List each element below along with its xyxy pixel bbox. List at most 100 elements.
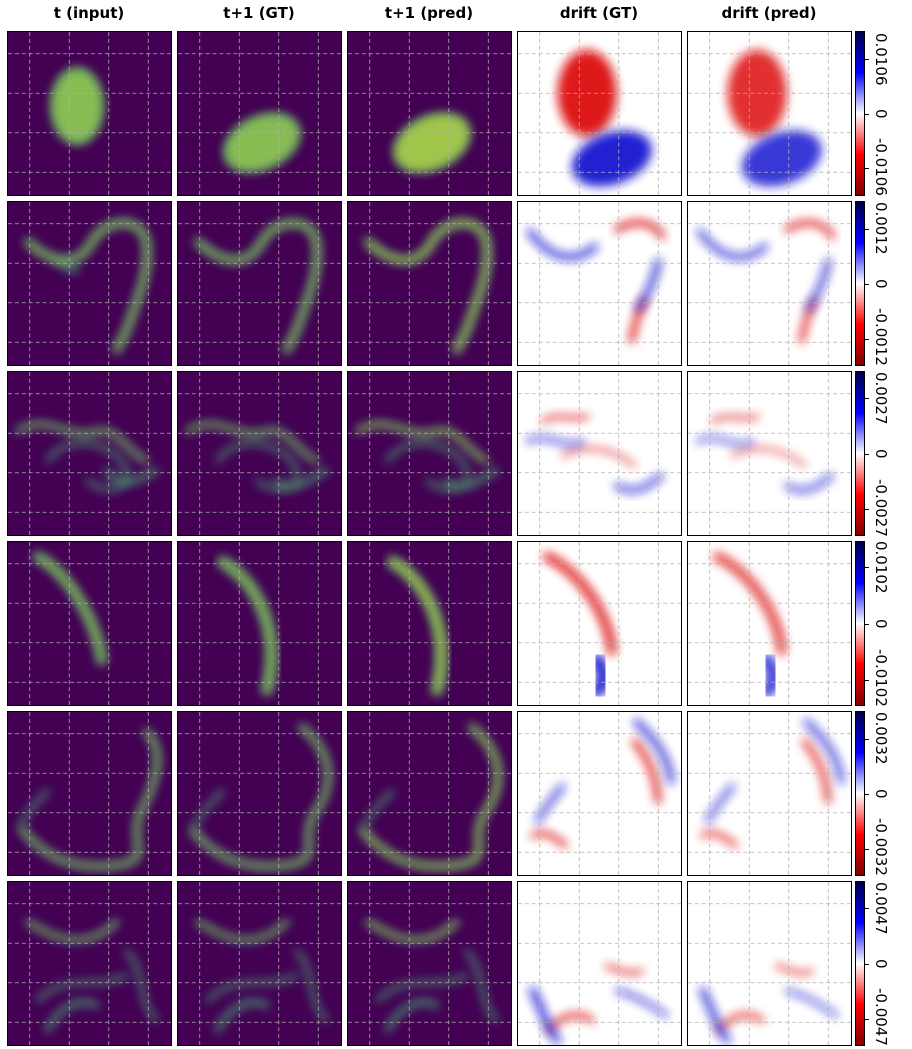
- heatmap-panel: [7, 711, 172, 876]
- colorbar-tick: [864, 623, 869, 625]
- heatmap-svg: [178, 712, 341, 875]
- colorbar-tick-label: -0.0012: [872, 308, 890, 366]
- colorbar-tick-label: 0.0106: [872, 32, 890, 86]
- heatmap-panel: [517, 201, 682, 366]
- heatmap-svg: [688, 712, 851, 875]
- colorbar-tick: [864, 848, 869, 850]
- heatmap-svg: [518, 542, 681, 705]
- heatmap-panel: [7, 881, 172, 1046]
- heatmap-svg: [348, 202, 511, 365]
- heatmap-panel: [687, 881, 852, 1046]
- colorbar-tick-label: -0.0032: [872, 818, 890, 876]
- colorbar-tick: [864, 58, 869, 60]
- heatmap-svg: [688, 542, 851, 705]
- heatmap-svg: [518, 372, 681, 535]
- heatmap-panel: [687, 541, 852, 706]
- heatmap-svg: [178, 372, 341, 535]
- colorbar-tick: [864, 738, 869, 740]
- colorbar-tick-label: 0.0012: [872, 202, 890, 255]
- colorbar-tick-label: 0.0047: [872, 882, 890, 935]
- heatmap-panel: [347, 201, 512, 366]
- heatmap-svg: [348, 712, 511, 875]
- heatmap-panel: [347, 881, 512, 1046]
- heatmap-panel: [687, 371, 852, 536]
- colorbar-tick-label: -0.0047: [872, 988, 890, 1047]
- heatmap-panel: [687, 711, 852, 876]
- heatmap-svg: [8, 882, 171, 1045]
- heatmap-svg: [348, 882, 511, 1045]
- colorbar-tick: [864, 228, 869, 230]
- heatmap-svg: [348, 542, 511, 705]
- column-header: t (input): [53, 4, 125, 22]
- heatmap-panel: [177, 711, 342, 876]
- heatmap-svg: [8, 202, 171, 365]
- colorbar-tick-label: 0.0102: [872, 541, 890, 594]
- heatmap-panel: [517, 371, 682, 536]
- colorbar-tick-label: 0: [872, 449, 890, 459]
- colorbar-tick: [864, 338, 869, 340]
- colorbar-tick: [864, 283, 869, 285]
- column-header: drift (GT): [559, 4, 639, 22]
- colorbar-tick-label: -0.0106: [872, 137, 890, 196]
- colorbar-tick: [864, 113, 869, 115]
- heatmap-panel: [347, 31, 512, 196]
- heatmap-panel: [347, 711, 512, 876]
- colorbar-tick-label: 0.0032: [872, 712, 890, 765]
- heatmap-svg: [8, 372, 171, 535]
- heatmap-panel: [517, 711, 682, 876]
- colorbar-tick-label: -0.0027: [872, 478, 890, 537]
- heatmap-svg: [178, 32, 341, 195]
- colorbar-tick: [864, 397, 869, 399]
- colorbar-tick: [864, 453, 869, 455]
- heatmap-panel: [7, 541, 172, 706]
- heatmap-svg: [8, 542, 171, 705]
- heatmap-svg: [518, 202, 681, 365]
- heatmap-panel: [7, 201, 172, 366]
- colorbar-tick-label: 0: [872, 959, 890, 969]
- heatmap-svg: [518, 882, 681, 1045]
- colorbar-tick: [864, 908, 869, 910]
- heatmap-panel: [177, 201, 342, 366]
- colorbar-tick: [864, 567, 869, 569]
- heatmap-panel: [347, 371, 512, 536]
- colorbar-tick: [864, 963, 869, 965]
- heatmap-svg: [178, 542, 341, 705]
- heatmap-svg: [178, 202, 341, 365]
- colorbar-tick: [864, 793, 869, 795]
- heatmap-panel: [347, 541, 512, 706]
- column-header: t+1 (pred): [384, 4, 474, 22]
- heatmap-panel: [177, 541, 342, 706]
- heatmap-svg: [688, 882, 851, 1045]
- heatmap-panel: [177, 31, 342, 196]
- heatmap-svg: [688, 32, 851, 195]
- heatmap-panel: [177, 881, 342, 1046]
- heatmap-svg: [688, 202, 851, 365]
- heatmap-svg: [8, 32, 171, 195]
- colorbar-tick: [864, 1018, 869, 1020]
- heatmap-panel: [687, 201, 852, 366]
- heatmap-svg: [348, 372, 511, 535]
- heatmap-panel: [517, 31, 682, 196]
- heatmap-panel: [517, 881, 682, 1046]
- colorbar-tick-label: 0: [872, 279, 890, 289]
- colorbar-tick-label: 0: [872, 789, 890, 799]
- heatmap-panel: [7, 371, 172, 536]
- heatmap-svg: [348, 32, 511, 195]
- colorbar-tick-label: 0: [872, 109, 890, 119]
- colorbar-tick-label: -0.0102: [872, 649, 890, 708]
- heatmap-svg: [518, 712, 681, 875]
- colorbar-tick: [864, 509, 869, 511]
- colorbar-tick: [864, 168, 869, 170]
- column-header: t+1 (GT): [223, 4, 295, 22]
- heatmap-panel: [7, 31, 172, 196]
- heatmap-svg: [688, 372, 851, 535]
- heatmap-panel: [177, 371, 342, 536]
- column-header: drift (pred): [721, 4, 817, 22]
- colorbar-tick-label: 0.0027: [872, 371, 890, 425]
- heatmap-svg: [518, 32, 681, 195]
- heatmap-svg: [8, 712, 171, 875]
- heatmap-panel: [687, 31, 852, 196]
- colorbar-tick-label: 0: [872, 619, 890, 629]
- heatmap-panel: [517, 541, 682, 706]
- colorbar-tick: [864, 679, 869, 681]
